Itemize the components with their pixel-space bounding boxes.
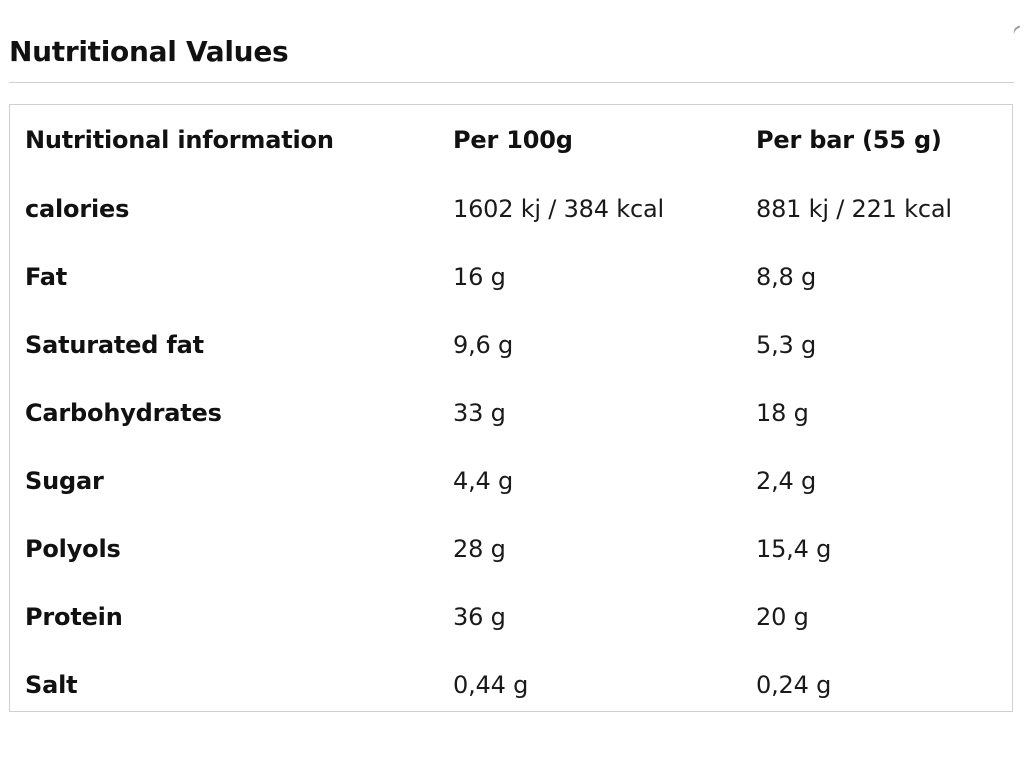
row-label: Sugar [25, 467, 104, 495]
row-value-per-bar: 18 g [756, 399, 809, 427]
table-row: Saturated fat 9,6 g 5,3 g [25, 311, 996, 379]
table-row: Sugar 4,4 g 2,4 g [25, 447, 996, 515]
row-value-per-100g: 33 g [453, 399, 506, 427]
row-value-per-bar: 8,8 g [756, 263, 817, 291]
corner-mark [1011, 25, 1024, 37]
row-value-per-bar: 5,3 g [756, 331, 817, 359]
row-value-per-100g: 9,6 g [453, 331, 514, 359]
header-per-100g: Per 100g [453, 126, 573, 154]
row-value-per-100g: 28 g [453, 535, 506, 563]
table-row: calories 1602 kj / 384 kcal 881 kj / 221… [25, 175, 996, 243]
row-label: Salt [25, 671, 78, 699]
row-value-per-100g: 1602 kj / 384 kcal [453, 195, 664, 223]
title-divider [9, 82, 1014, 83]
nutrition-table-container: Nutritional information Per 100g Per bar… [9, 104, 1013, 712]
header-nutritional-information: Nutritional information [25, 126, 334, 154]
row-value-per-100g: 4,4 g [453, 467, 514, 495]
row-label: Carbohydrates [25, 399, 222, 427]
table-row: Fat 16 g 8,8 g [25, 243, 996, 311]
nutrition-table: Nutritional information Per 100g Per bar… [25, 105, 996, 719]
row-value-per-bar: 2,4 g [756, 467, 817, 495]
row-value-per-100g: 16 g [453, 263, 506, 291]
row-label: Protein [25, 603, 123, 631]
row-value-per-bar: 881 kj / 221 kcal [756, 195, 952, 223]
row-value-per-bar: 15,4 g [756, 535, 832, 563]
page-title: Nutritional Values [9, 35, 289, 68]
table-row: Salt 0,44 g 0,24 g [25, 651, 996, 719]
table-header-row: Nutritional information Per 100g Per bar… [25, 105, 996, 175]
table-row: Carbohydrates 33 g 18 g [25, 379, 996, 447]
table-row: Polyols 28 g 15,4 g [25, 515, 996, 583]
row-value-per-100g: 0,44 g [453, 671, 529, 699]
row-label: Saturated fat [25, 331, 204, 359]
row-value-per-bar: 0,24 g [756, 671, 832, 699]
row-label: Polyols [25, 535, 121, 563]
row-value-per-100g: 36 g [453, 603, 506, 631]
row-label: Fat [25, 263, 68, 291]
row-label: calories [25, 195, 130, 223]
row-value-per-bar: 20 g [756, 603, 809, 631]
table-row: Protein 36 g 20 g [25, 583, 996, 651]
header-per-bar: Per bar (55 g) [756, 126, 942, 154]
